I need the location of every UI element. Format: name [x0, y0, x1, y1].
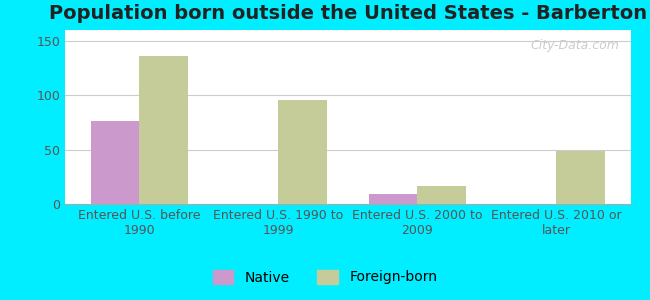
Legend: Native, Foreign-born: Native, Foreign-born [207, 264, 443, 290]
Bar [91, 121, 139, 204]
Title: Population born outside the United States - Barberton: Population born outside the United State… [49, 4, 647, 23]
Bar [417, 185, 466, 204]
Bar [139, 56, 188, 204]
Bar [369, 194, 417, 204]
Bar [278, 100, 327, 204]
Text: City-Data.com: City-Data.com [530, 39, 619, 52]
Bar [556, 151, 604, 204]
